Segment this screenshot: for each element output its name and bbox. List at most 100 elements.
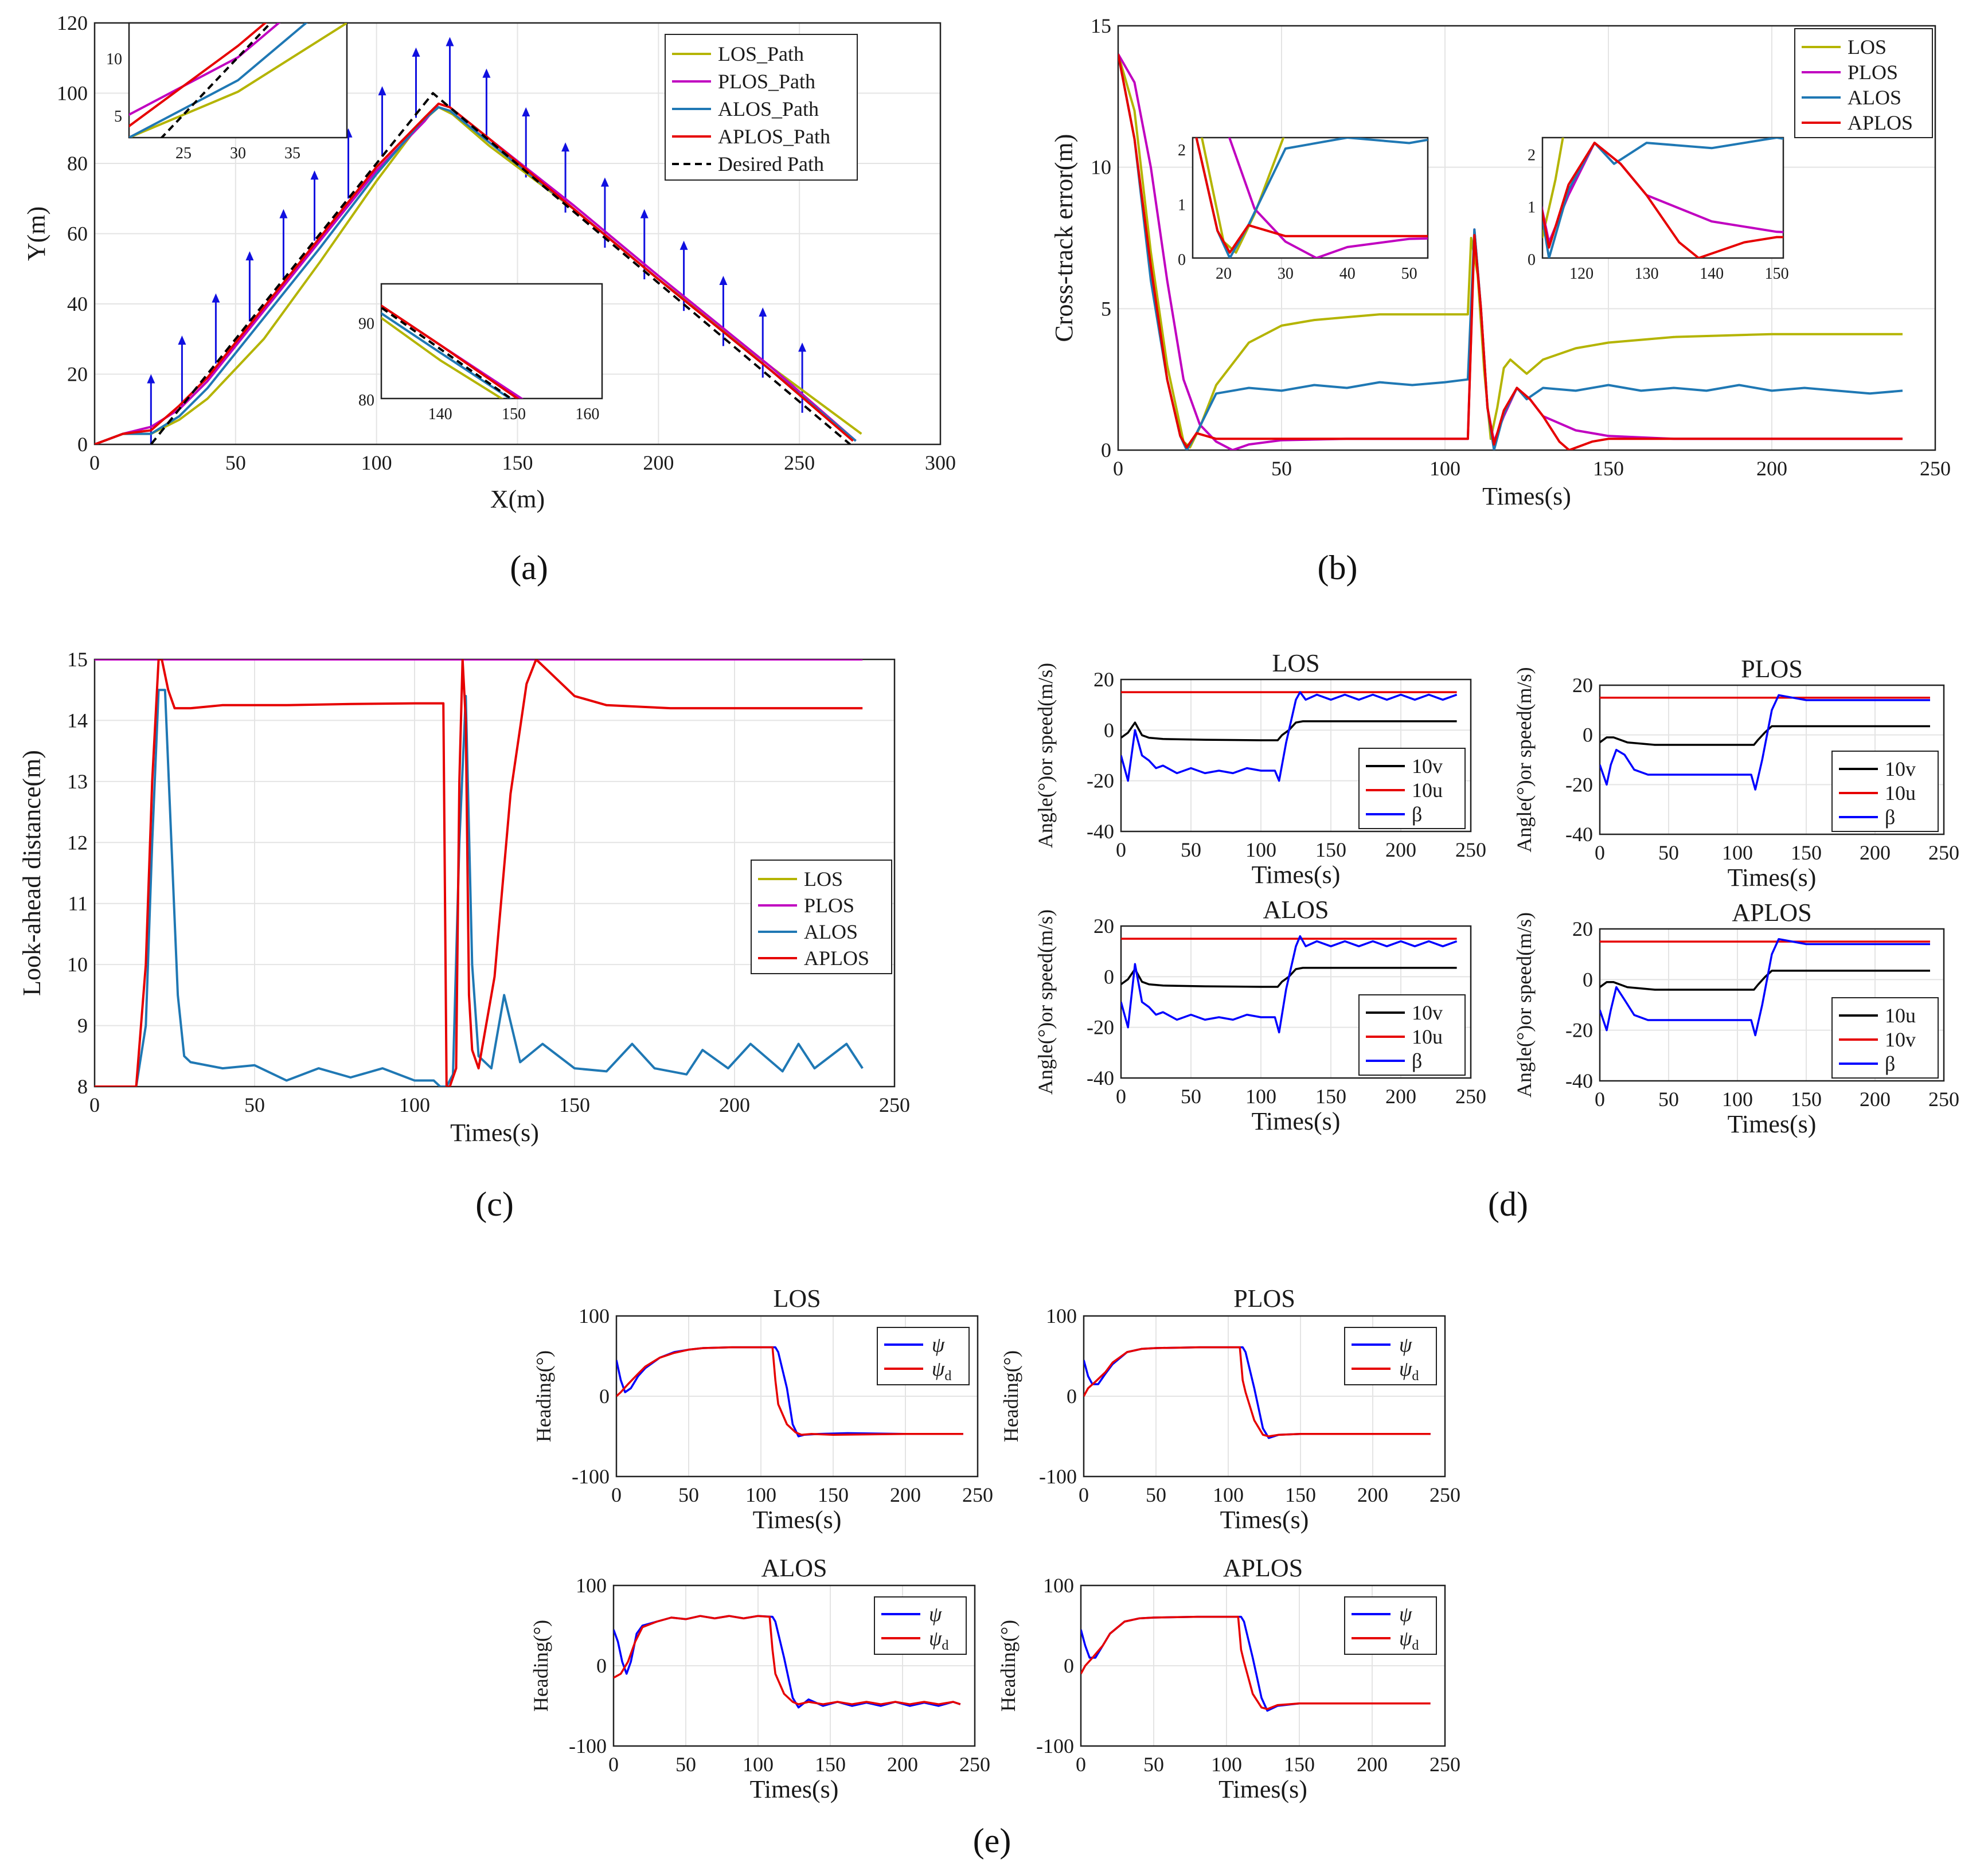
legend-label: β: [1885, 1052, 1895, 1075]
x-tick-label: 40: [1339, 265, 1356, 283]
panel-title: LOS: [1272, 649, 1319, 677]
x-tick-label: 200: [887, 1753, 918, 1776]
x-tick-label: 0: [1116, 1085, 1126, 1108]
legend-label: ψ: [932, 1333, 945, 1356]
legend-label: LOS: [1848, 36, 1887, 58]
y-tick-label: 0: [1583, 968, 1593, 991]
y-axis-label: Y(m): [22, 206, 50, 261]
x-tick-label: 0: [1595, 1088, 1605, 1111]
legend-label: PLOS: [1848, 61, 1898, 84]
series-line-10v: [1121, 967, 1457, 988]
chart-e-legend-ALOS: ψψd: [874, 1596, 967, 1655]
y-tick-label: 0: [596, 1654, 607, 1677]
y-tick-label: 80: [67, 152, 88, 175]
legend-box: [665, 34, 858, 181]
panel-title: ALOS: [761, 1554, 827, 1582]
panel-title: PLOS: [1741, 655, 1803, 683]
y-tick-label: -20: [1565, 773, 1593, 796]
legend-subscript: d: [942, 1638, 948, 1653]
legend-label: ALOS: [1848, 86, 1901, 109]
inset1-series: [1195, 138, 1428, 258]
x-axis-label: X(m): [490, 485, 545, 513]
x-tick-label: 100: [1211, 1753, 1242, 1776]
y-tick-label: 90: [358, 315, 374, 333]
x-tick-label: 150: [1315, 838, 1346, 861]
x-tick-label: 200: [719, 1093, 750, 1116]
y-tick-label: 0: [1067, 1385, 1077, 1408]
series-line-ALOS: [95, 689, 864, 1087]
chart-c-series: [95, 659, 864, 1087]
panel-title: APLOS: [1223, 1554, 1303, 1582]
x-tick-label: 50: [1143, 1753, 1164, 1776]
x-tick-label: 0: [608, 1753, 619, 1776]
x-tick-label: 50: [244, 1093, 265, 1116]
x-tick-label: 250: [962, 1483, 993, 1506]
y-tick-label: 5: [114, 108, 122, 126]
y-tick-label: -40: [1565, 823, 1593, 846]
plot-frame: [128, 22, 348, 139]
chart-d-panel-LOS: 0 50 100 150 200 250 -40 -20 0 20: [1087, 668, 1486, 861]
x-tick-label: 140: [1700, 265, 1724, 283]
x-tick-label: 0: [89, 1093, 100, 1116]
y-tick-label: 20: [1572, 674, 1593, 697]
chart-c-axes: 0 50 100 150 200 250 8 9 10 11 12 13 14 15: [67, 648, 910, 1116]
y-tick-label: 10: [106, 50, 122, 68]
y-tick-label: 20: [1093, 668, 1114, 691]
x-tick-label: 100: [399, 1093, 430, 1116]
inset1-line-APLOS: [1195, 138, 1428, 254]
x-tick-label: 250: [1455, 1085, 1486, 1108]
legend-label: APLOS: [1848, 111, 1913, 134]
y-tick-label: -20: [1565, 1019, 1593, 1042]
series-line-10v: [1121, 720, 1457, 741]
legend-label: ψ: [1399, 1333, 1412, 1356]
y-axis-label: Heading(°): [529, 1620, 552, 1712]
panel-title: APLOS: [1732, 899, 1811, 927]
x-axis-label: Times(s): [1482, 482, 1571, 510]
x-axis-label: Times(s): [750, 1775, 839, 1803]
y-tick-label: 8: [77, 1075, 88, 1098]
legend-label: LOS: [804, 868, 843, 890]
legend-label: ψ: [1399, 1603, 1412, 1626]
current-arrow-head: [178, 335, 186, 345]
caption-c: (c): [475, 1185, 514, 1223]
y-tick-label: -40: [1087, 820, 1114, 843]
y-tick-label: 0: [77, 433, 88, 456]
inset2-series: [1542, 138, 1783, 258]
y-axis-label: Angle(°)or speed(m/s): [1034, 909, 1057, 1095]
y-tick-label: 10: [67, 953, 88, 976]
y-tick-label: 2: [1178, 142, 1186, 159]
panel-title: LOS: [773, 1284, 821, 1313]
y-axis-label: Angle(°)or speed(m/s): [1513, 667, 1536, 852]
y-tick-label: -100: [1039, 1465, 1077, 1488]
x-tick-label: 150: [559, 1093, 590, 1116]
panel-title: PLOS: [1233, 1284, 1295, 1313]
y-axis-label: Heading(°): [999, 1350, 1022, 1442]
legend-label: ψ: [929, 1603, 942, 1626]
legend-label: 10u: [1885, 782, 1916, 804]
x-tick-label: 150: [1593, 457, 1624, 480]
current-arrow-head: [759, 307, 767, 317]
x-tick-label: 160: [575, 405, 599, 423]
series-line-psid: [616, 1346, 963, 1436]
series-line-Desired Path: [150, 92, 851, 444]
legend-label: APLOS_Path: [718, 125, 830, 148]
chart-e-legend-APLOS: ψψd: [1344, 1596, 1437, 1655]
inset1-line-LOS_Path: [129, 23, 347, 138]
legend-label: 10v: [1885, 1028, 1916, 1051]
y-axis-label: Angle(°)or speed(m/s): [1034, 663, 1057, 848]
panel-title: ALOS: [1263, 896, 1329, 924]
x-tick-label: 0: [1079, 1483, 1089, 1506]
x-tick-label: 0: [1076, 1753, 1086, 1776]
plot-frame: [612, 1584, 976, 1747]
legend-label: β: [1412, 803, 1422, 826]
y-tick-label: 5: [1101, 297, 1111, 320]
x-tick-label: 200: [1357, 1753, 1388, 1776]
caption-a: (a): [510, 549, 548, 587]
legend-subscript: d: [1412, 1638, 1419, 1653]
chart-b-inset2: 120 130 140 150 0 1 2: [1528, 136, 1789, 283]
y-tick-label: 40: [67, 292, 88, 315]
y-tick-label: -40: [1087, 1067, 1114, 1089]
current-arrow-head: [798, 342, 807, 352]
